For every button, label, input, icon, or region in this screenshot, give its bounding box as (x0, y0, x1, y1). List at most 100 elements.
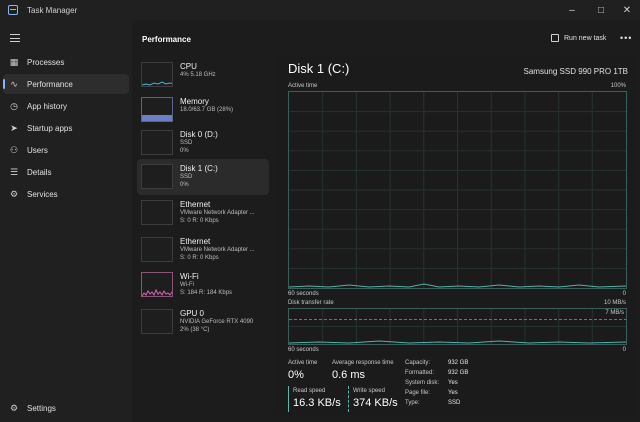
transfer-rate-label: Disk transfer rate (288, 300, 334, 306)
memory-thumbnail-graph (141, 97, 173, 122)
device-detail: 0% (180, 148, 189, 154)
active-time-max-label: 100% (610, 83, 626, 89)
sidebar-item-label: Details (27, 167, 52, 177)
sidebar-item-label: Startup apps (27, 123, 73, 133)
transfer-min-label: 0 (622, 347, 626, 353)
hamburger-menu-icon[interactable] (10, 34, 20, 42)
services-icon: ⚙ (9, 189, 19, 199)
run-new-task-label: Run new task (564, 34, 607, 42)
active-time-x-label: 60 seconds (288, 291, 319, 297)
device-disk-1[interactable]: Disk 1 (C:) SSD 0% (137, 159, 269, 195)
device-name: Disk 1 (C:) (180, 164, 218, 173)
window-title: Task Manager (27, 5, 78, 15)
device-name: Ethernet (180, 237, 211, 246)
active-time-min-label: 0 (622, 291, 626, 297)
device-disk-0[interactable]: Disk 0 (D:) SSD 0% (137, 125, 269, 161)
maximize-button[interactable]: □ (597, 4, 605, 16)
disk-model: Samsung SSD 990 PRO 1TB (523, 67, 629, 76)
sidebar-item-services[interactable]: ⚙ Services (3, 184, 129, 204)
details-icon: ☰ (9, 167, 19, 177)
more-options-button[interactable]: ••• (620, 33, 633, 43)
gear-icon: ⚙ (9, 403, 19, 413)
device-detail: 2% (38 °C) (180, 327, 210, 333)
device-detail: Wi-Fi (180, 282, 194, 288)
device-detail: 4% 5.18 GHz (180, 72, 216, 78)
capacity-key: Capacity: (405, 360, 431, 366)
device-name: Disk 0 (D:) (180, 130, 218, 139)
sidebar-item-label: Users (27, 145, 48, 155)
device-detail: VMware Network Adapter ... (180, 247, 255, 253)
device-name: GPU 0 (180, 309, 205, 318)
avg-response-value: 0.6 ms (332, 369, 366, 381)
avg-response-label: Average response time (332, 360, 394, 366)
ethernet-2-thumbnail-graph (141, 237, 173, 262)
app-history-icon: ◷ (10, 101, 18, 111)
close-button[interactable]: ✕ (622, 4, 632, 16)
read-speed-box: Read speed 16.3 KB/s (288, 386, 341, 412)
sidebar: ▦ Processes ∿ Performance ◷ App history … (0, 20, 132, 422)
sidebar-item-label: Services (27, 189, 58, 199)
ethernet-1-thumbnail-graph (141, 200, 173, 225)
sidebar-item-label: Processes (27, 57, 65, 67)
sidebar-item-label: App history (27, 101, 68, 111)
device-detail: VMware Network Adapter ... (180, 210, 255, 216)
read-speed-value: 16.3 KB/s (293, 397, 341, 409)
device-name: Memory (180, 97, 209, 106)
device-detail: SSD (180, 140, 193, 146)
processes-icon: ▦ (9, 57, 19, 67)
users-icon: ⚇ (9, 145, 19, 155)
minimize-button[interactable]: – (569, 4, 575, 16)
system-disk-key: System disk: (405, 380, 440, 386)
disk-title: Disk 1 (C:) (288, 61, 350, 76)
gpu-thumbnail-graph (141, 309, 173, 334)
device-list: CPU 4% 5.18 GHz Memory 18.0/63.7 GB (28%… (134, 55, 276, 400)
write-speed-label: Write speed (353, 388, 385, 394)
system-disk-value: Yes (448, 380, 458, 386)
disk-1-thumbnail-graph (141, 164, 173, 189)
active-time-graph-label: Active time (288, 83, 318, 89)
page-title: Performance (142, 35, 191, 44)
sidebar-item-startup-apps[interactable]: ➤ Startup apps (3, 118, 129, 138)
device-detail: S: 0 R: 0 Kbps (180, 218, 219, 224)
settings-label: Settings (27, 403, 56, 413)
wifi-thumbnail-graph (141, 272, 173, 297)
device-ethernet-1[interactable]: Ethernet VMware Network Adapter ... S: 0… (137, 195, 269, 231)
device-detail: SSD (180, 174, 193, 180)
disk-0-thumbnail-graph (141, 130, 173, 155)
active-time-stat-label: Active time (288, 360, 318, 366)
device-ethernet-2[interactable]: Ethernet VMware Network Adapter ... S: 0… (137, 232, 269, 268)
sidebar-item-details[interactable]: ☰ Details (3, 162, 129, 182)
memory-fill (142, 114, 172, 121)
sidebar-item-performance[interactable]: ∿ Performance (3, 74, 129, 94)
device-name: Ethernet (180, 200, 211, 209)
page-file-value: Yes (448, 390, 458, 396)
device-detail: S: 184 R: 184 Kbps (180, 290, 233, 296)
device-gpu-0[interactable]: GPU 0 NVIDIA GeForce RTX 4090 2% (38 °C) (137, 304, 269, 340)
device-name: Wi-Fi (180, 272, 199, 281)
device-wifi[interactable]: Wi-Fi Wi-Fi S: 184 R: 184 Kbps (137, 267, 269, 303)
transfer-x-label: 60 seconds (288, 347, 319, 353)
active-time-stat-value: 0% (288, 369, 304, 381)
device-memory[interactable]: Memory 18.0/63.7 GB (28%) (137, 92, 269, 128)
device-cpu[interactable]: CPU 4% 5.18 GHz (137, 57, 269, 93)
write-speed-value: 374 KB/s (353, 397, 398, 409)
device-detail: 18.0/63.7 GB (28%) (180, 107, 234, 113)
type-key: Type: (405, 400, 420, 406)
task-manager-icon (8, 5, 18, 15)
device-detail: NVIDIA GeForce RTX 4090 (180, 319, 254, 325)
sidebar-item-users[interactable]: ⚇ Users (3, 140, 129, 160)
run-task-icon (551, 34, 559, 42)
page-file-key: Page file: (405, 390, 431, 396)
device-detail: S: 0 R: 0 Kbps (180, 255, 219, 261)
device-name: CPU (180, 62, 197, 71)
transfer-rate-graph (288, 308, 627, 345)
formatted-key: Formatted: (405, 370, 435, 376)
run-new-task-button[interactable]: Run new task (551, 34, 606, 42)
sidebar-item-processes[interactable]: ▦ Processes (3, 52, 129, 72)
type-value: SSD (448, 400, 461, 406)
transfer-rate-max-label: 10 MB/s (603, 300, 626, 306)
sidebar-item-settings[interactable]: ⚙ Settings (3, 398, 129, 418)
sidebar-item-app-history[interactable]: ◷ App history (3, 96, 129, 116)
device-detail: 0% (180, 182, 189, 188)
read-speed-label: Read speed (293, 388, 326, 394)
